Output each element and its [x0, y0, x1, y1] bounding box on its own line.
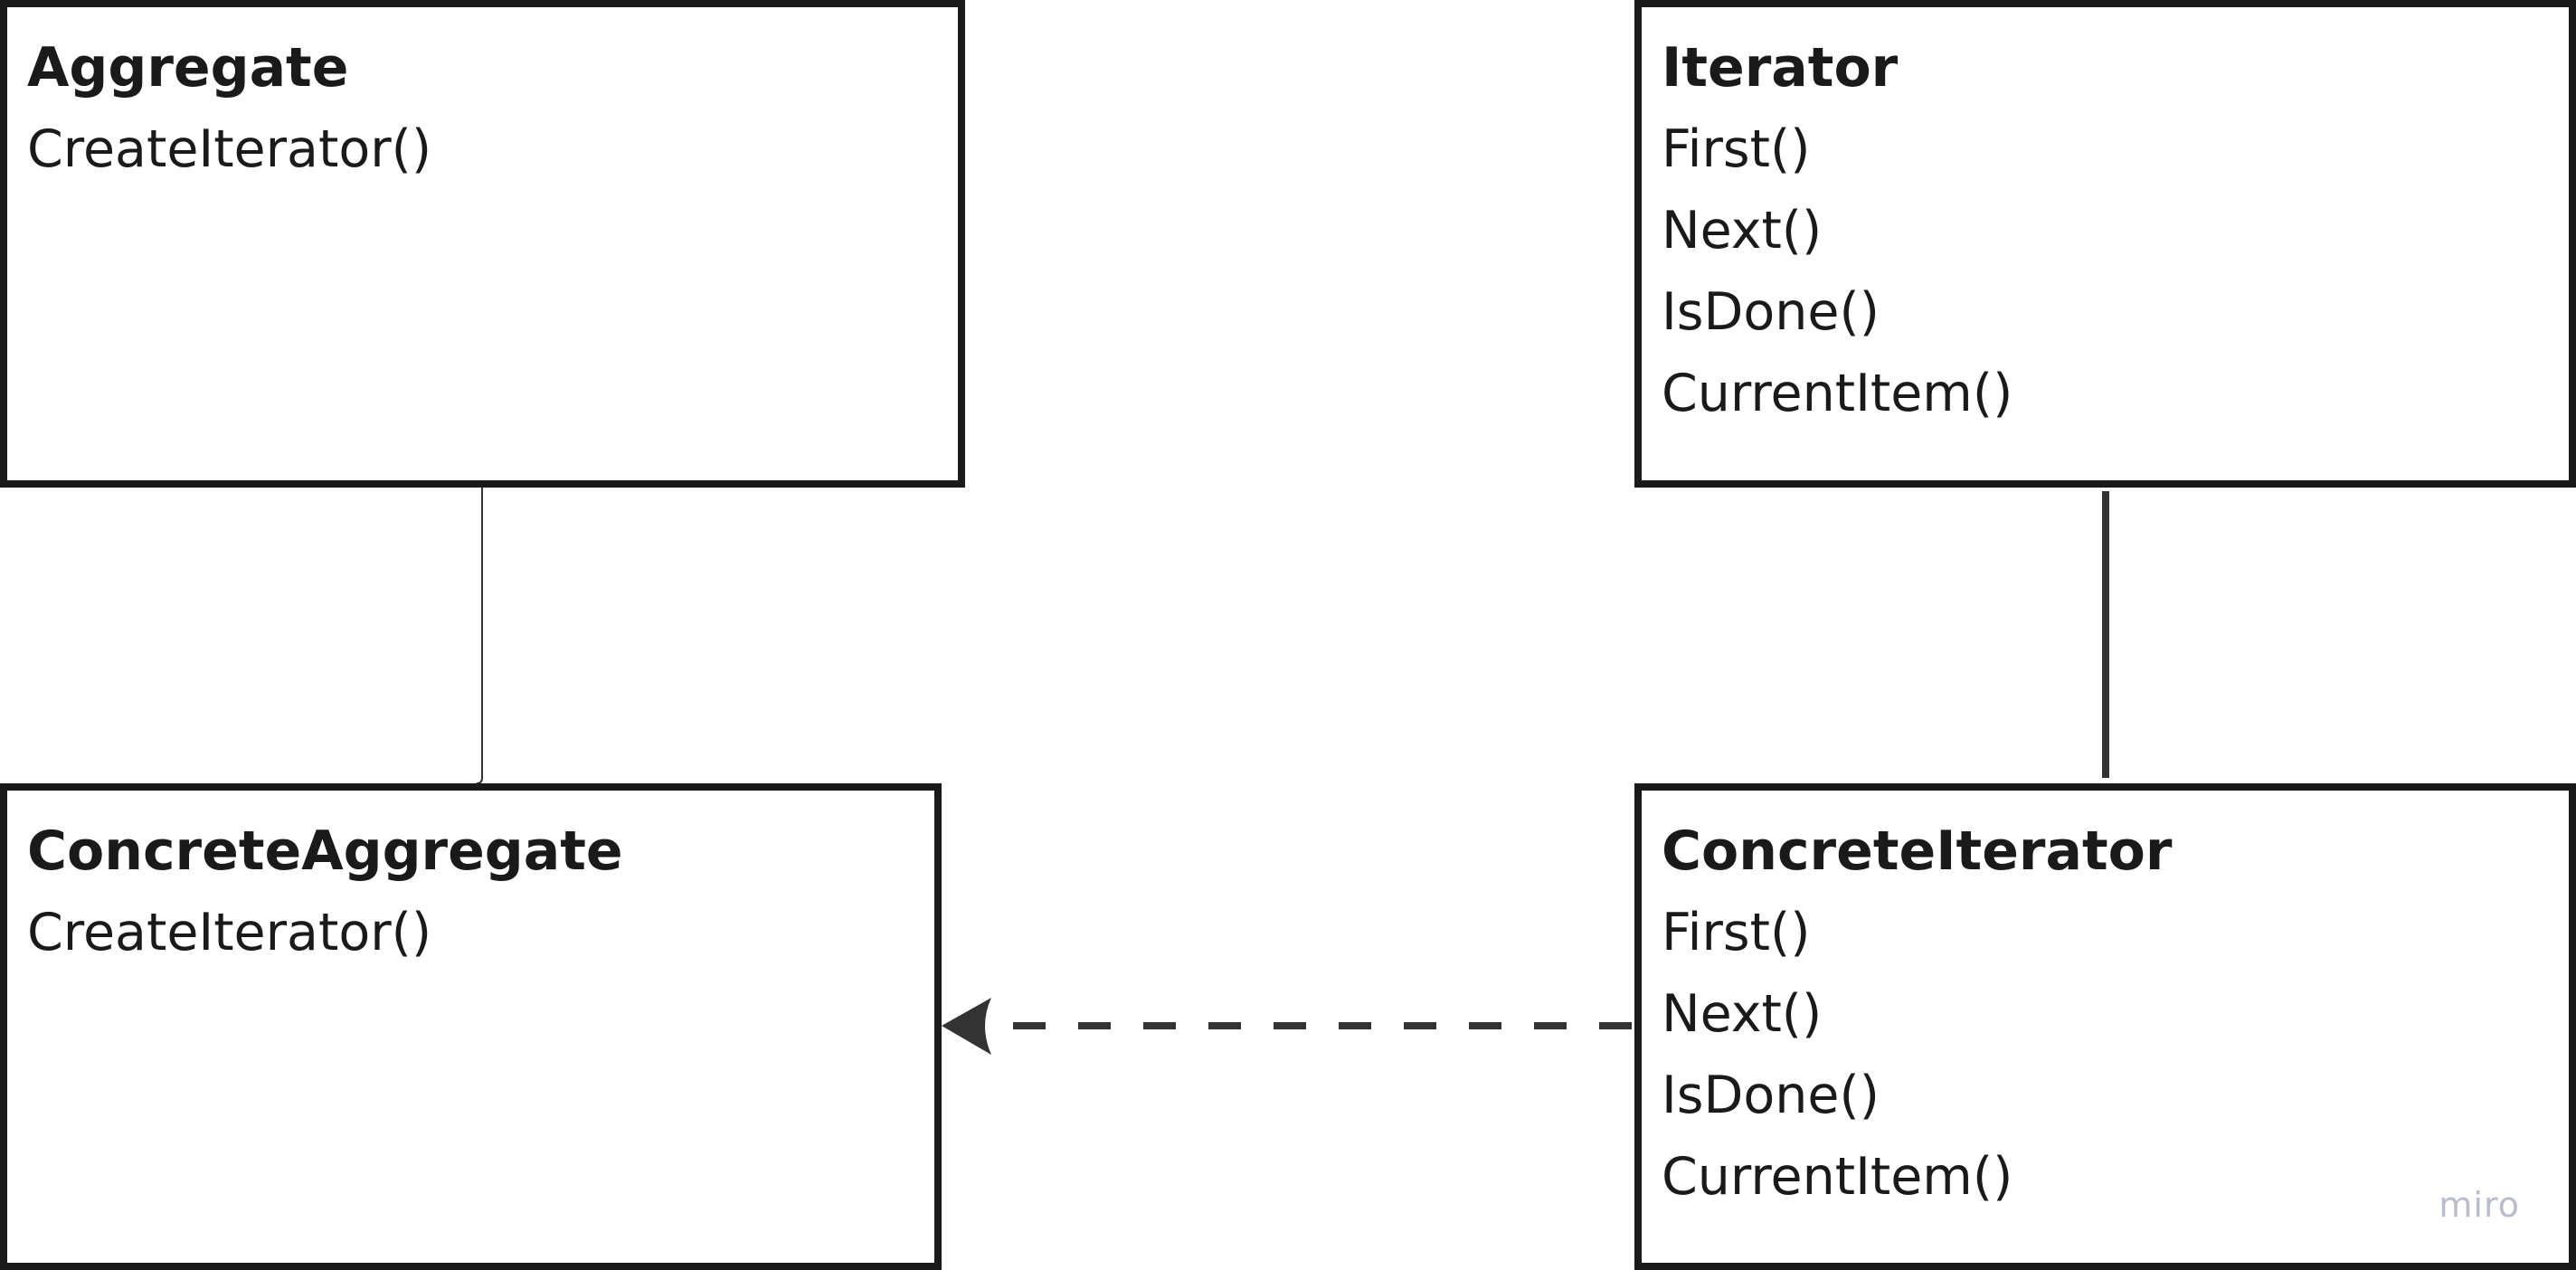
aggregate-method-list: CreateIterator() — [27, 109, 958, 190]
concrete-iterator-method-next: Next() — [1662, 984, 1823, 1044]
concrete-aggregate-class-name: ConcreteAggregate — [27, 820, 623, 883]
concrete-iterator-class-box[interactable]: ConcreteIterator First() Next() IsDone()… — [1634, 783, 2576, 1270]
aggregate-method-create-iterator: CreateIterator() — [27, 119, 432, 179]
aggregate-class-name: Aggregate — [27, 36, 349, 100]
concrete-iterator-method-first: First() — [1662, 903, 1811, 962]
iterator-method-is-done: IsDone() — [1662, 282, 1880, 342]
iterator-method-list: First() Next() IsDone() CurrentItem() — [1662, 109, 2569, 434]
concrete-iterator-class-name: ConcreteIterator — [1662, 820, 2173, 883]
concrete-iterator-method-current-item: CurrentItem() — [1662, 1147, 2013, 1207]
iterator-method-next: Next() — [1662, 201, 1823, 261]
concrete-iterator-method-is-done: IsDone() — [1662, 1066, 1880, 1125]
miro-watermark: miro — [2439, 1185, 2520, 1225]
aggregate-generalization-line — [476, 488, 483, 784]
iterator-class-name: Iterator — [1662, 36, 1899, 100]
iterator-class-box[interactable]: Iterator First() Next() IsDone() Current… — [1634, 0, 2576, 488]
iterator-method-first: First() — [1662, 119, 1811, 179]
concrete-aggregate-method-list: CreateIterator() — [27, 892, 934, 973]
iterator-method-current-item: CurrentItem() — [1662, 364, 2013, 423]
concrete-aggregate-method-create-iterator: CreateIterator() — [27, 903, 432, 962]
concrete-iterator-method-list: First() Next() IsDone() CurrentItem() — [1662, 892, 2569, 1218]
concrete-aggregate-class-box[interactable]: ConcreteAggregate CreateIterator() — [0, 783, 942, 1270]
dependency-arrowhead-icon — [942, 998, 991, 1055]
aggregate-class-box[interactable]: Aggregate CreateIterator() — [0, 0, 965, 488]
